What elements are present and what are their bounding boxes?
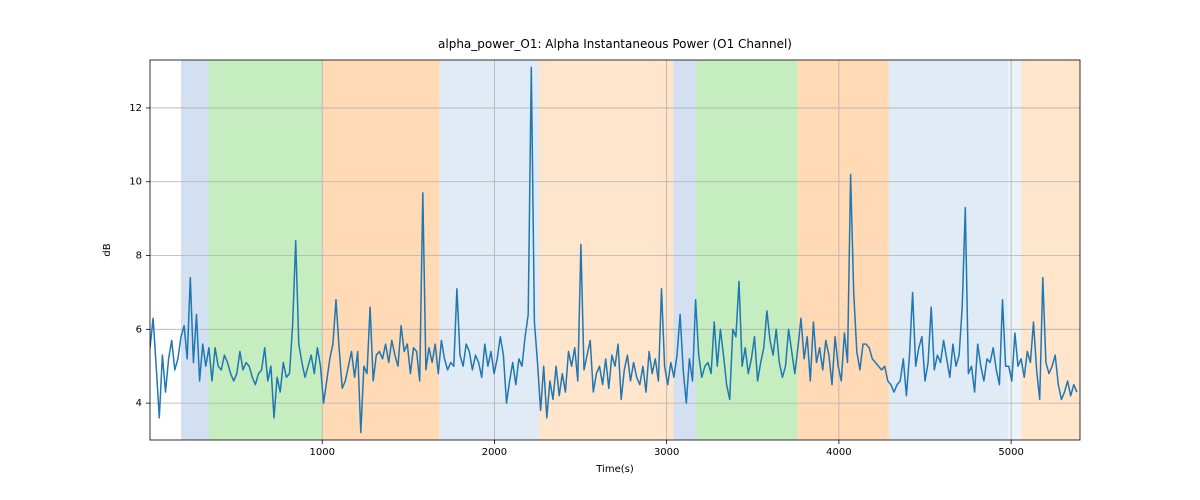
plot-area: [150, 60, 1080, 440]
x-tick-label: 2000: [482, 447, 507, 458]
y-tick-label: 10: [129, 177, 142, 188]
y-tick-label: 6: [136, 324, 142, 335]
y-tick-label: 8: [136, 251, 142, 262]
chart-svg: 1000 2000 3000 4000 5000 4 6 8 10 12 Time(s) dB alph…: [0, 0, 1200, 500]
band-7: [798, 60, 889, 440]
band-0: [181, 60, 209, 440]
x-tick-label: 4000: [826, 447, 851, 458]
band-9: [1008, 60, 1022, 440]
y-tick-label: 12: [129, 103, 142, 114]
x-tick-label: 3000: [654, 447, 679, 458]
chart-container: 1000 2000 3000 4000 5000 4 6 8 10 12 Time(s) dB alph…: [0, 0, 1200, 500]
chart-title: alpha_power_O1: Alpha Instantaneous Powe…: [438, 37, 792, 51]
band-6: [696, 60, 798, 440]
x-tick-label: 5000: [998, 447, 1023, 458]
y-tick-label: 4: [136, 398, 142, 409]
x-tick-label: 1000: [309, 447, 334, 458]
y-axis-label: dB: [102, 243, 113, 256]
band-1: [209, 60, 323, 440]
x-axis-label: Time(s): [595, 464, 634, 475]
band-4: [539, 60, 673, 440]
band-10: [1021, 60, 1080, 440]
band-3: [439, 60, 539, 440]
